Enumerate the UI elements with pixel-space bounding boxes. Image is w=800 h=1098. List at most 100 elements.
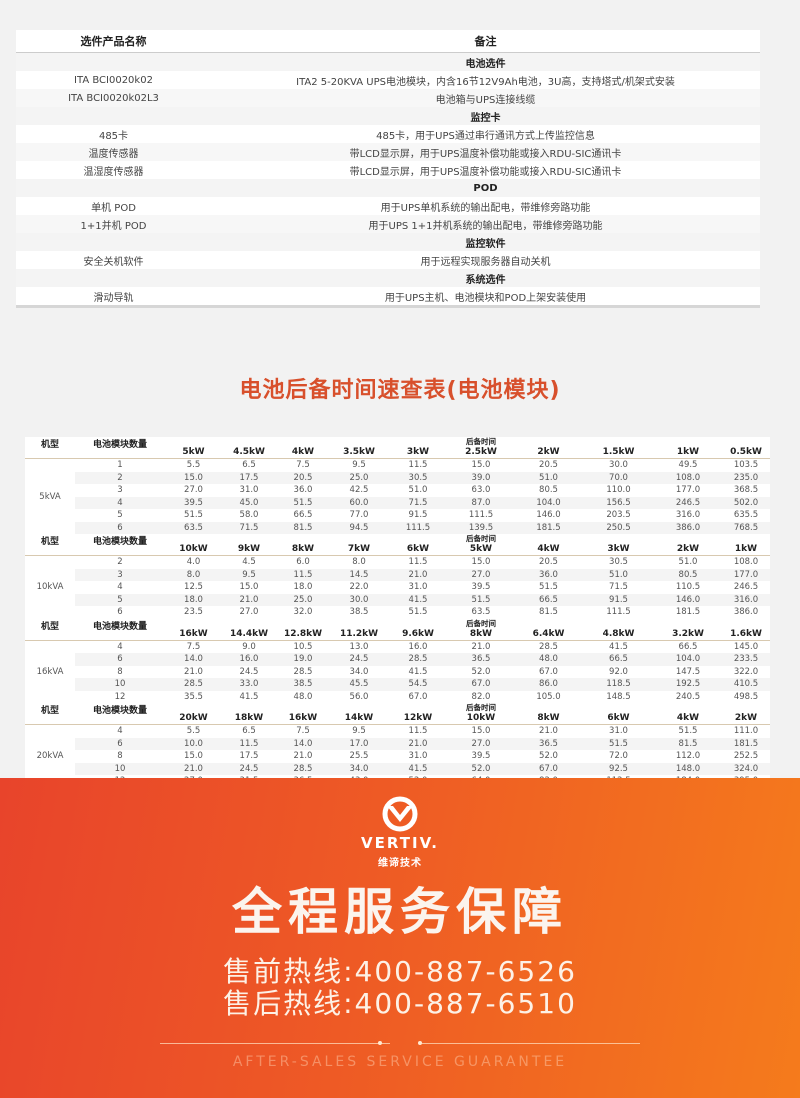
- backup-minutes: 19.0: [276, 653, 330, 666]
- load-label: 1.5kW: [602, 447, 635, 457]
- load-label: 20kW: [179, 713, 208, 723]
- backup-minutes: 36.0: [276, 484, 330, 497]
- backup-minutes: 71.5: [222, 521, 276, 534]
- load-label: 6kW: [607, 713, 630, 723]
- load-label: 8kW: [469, 628, 493, 639]
- table-row: 6 23.5 27.0 32.0 38.5 51.5 63.5 81.5 111.5 181.5 3…: [25, 606, 770, 619]
- load-header: 1.6kW: [722, 618, 770, 641]
- backup-minutes: 28.5: [388, 653, 448, 666]
- backup-minutes: 111.5: [448, 509, 514, 522]
- backup-minutes: 147.5: [654, 665, 722, 678]
- load-label: 3.5kW: [343, 447, 375, 457]
- table-row: 2 15.0 17.5 20.5 25.0 30.5 39.0 51.0 70.0 108.0 23…: [25, 471, 770, 484]
- backup-minutes: 324.0: [722, 762, 770, 775]
- backup-minutes: 67.0: [514, 762, 583, 775]
- load-header: 9kW: [222, 534, 276, 556]
- module-count: 6: [75, 653, 165, 666]
- group-label: 电池选件: [211, 52, 760, 71]
- modules-label: 电池模块数量: [75, 618, 165, 641]
- backup-minutes: 235.0: [722, 471, 770, 484]
- backup-minutes: 52.0: [514, 750, 583, 763]
- backup-minutes: 177.0: [654, 484, 722, 497]
- load-header: 12.8kW: [276, 618, 330, 641]
- backup-minutes: 18.0: [276, 581, 330, 594]
- backup-minutes: 17.5: [222, 471, 276, 484]
- backup-minutes: 111.0: [722, 724, 770, 738]
- backup-minutes: 17.5: [222, 750, 276, 763]
- backup-minutes: 15.0: [165, 750, 222, 763]
- backup-minutes: 94.5: [330, 521, 388, 534]
- backup-minutes: 66.5: [583, 653, 654, 666]
- backup-minutes: 11.5: [388, 724, 448, 738]
- backup-minutes: 5.5: [165, 458, 222, 472]
- backup-minutes: 70.0: [583, 471, 654, 484]
- table-row: 滑动导轨 用于UPS主机、电池模块和POD上架安装使用: [16, 287, 760, 307]
- backup-minutes: 41.5: [388, 762, 448, 775]
- backup-minutes: 60.0: [330, 496, 388, 509]
- backup-minutes: 24.5: [222, 665, 276, 678]
- backup-minutes: 91.5: [583, 593, 654, 606]
- load-header: 4.5kW: [222, 437, 276, 459]
- backup-minutes: 635.5: [722, 509, 770, 522]
- backup-minutes: 51.5: [165, 509, 222, 522]
- module-count: 5: [75, 593, 165, 606]
- backup-minutes: 31.0: [222, 484, 276, 497]
- backup-minutes: 250.5: [583, 521, 654, 534]
- backup-minutes: 118.5: [583, 678, 654, 691]
- backup-minutes: 12.5: [165, 581, 222, 594]
- load-header: 1kW: [722, 534, 770, 556]
- load-header: 3kW: [388, 437, 448, 459]
- load-label: 0.5kW: [730, 447, 762, 457]
- load-header: 7kW: [330, 534, 388, 556]
- model-label: 机型: [25, 703, 75, 725]
- load-header: 16kW: [165, 618, 222, 641]
- module-count: 10: [75, 762, 165, 775]
- module-count: 4: [75, 496, 165, 509]
- backup-minutes: 24.5: [222, 762, 276, 775]
- module-count: 6: [75, 521, 165, 534]
- backup-minutes: 33.0: [222, 678, 276, 691]
- backup-minutes: 22.0: [330, 581, 388, 594]
- load-header: 3.5kW: [330, 437, 388, 459]
- backup-minutes: 108.0: [722, 555, 770, 569]
- backup-minutes: 8.0: [330, 555, 388, 569]
- slogan: 全程服务保障: [232, 883, 568, 941]
- table-row: 3 8.0 9.5 11.5 14.5 21.0 27.0 36.0 51.0 80.5 177.0: [25, 568, 770, 581]
- backup-minutes: 49.5: [654, 458, 722, 472]
- load-label: 2kW: [537, 447, 560, 457]
- brand-name-cn: 维谛技术: [378, 858, 422, 869]
- backup-minutes: 21.0: [514, 724, 583, 738]
- modules-label: 电池模块数量: [75, 703, 165, 725]
- load-label: 8kW: [537, 713, 560, 723]
- battery-table-title: 电池后备时间速查表(电池模块): [239, 378, 561, 403]
- backup-minutes: 410.5: [722, 678, 770, 691]
- backup-minutes: 31.0: [583, 724, 654, 738]
- backup-minutes: 51.0: [654, 555, 722, 569]
- backup-minutes: 9.0: [222, 640, 276, 653]
- load-label: 16kW: [179, 628, 208, 639]
- table-row: 10 28.5 33.0 38.5 45.5 54.5 67.0 86.0 118.5 192.5…: [25, 678, 770, 691]
- table-row: 10kVA 2 4.0 4.5 6.0 8.0 11.5 15.0 20.5 30.5 51.0 10…: [25, 555, 770, 619]
- backup-minutes: 20.5: [514, 458, 583, 472]
- battery-backup-table: 机型 电池模块数量 5kW 4.5kW 4kW 3.5kW 3kW 后备时间 2.5kW 2kW 1…: [25, 437, 770, 788]
- product-name: 滑动导轨: [16, 287, 211, 307]
- backup-minutes: 39.5: [448, 581, 514, 594]
- backup-minutes: 110.5: [654, 581, 722, 594]
- backup-minutes: 18.0: [165, 593, 222, 606]
- group-label: 监控软件: [211, 233, 760, 251]
- backup-minutes: 36.5: [448, 653, 514, 666]
- backup-minutes: 10.0: [165, 737, 222, 750]
- load-label: 2kW: [734, 713, 758, 723]
- table-row: 6 10.0 11.5 14.0 17.0 21.0 27.0 36.5 51.5 81.5 181…: [25, 737, 770, 750]
- backup-minutes: 21.0: [388, 568, 448, 581]
- divider-dot: [378, 1041, 382, 1045]
- load-header: 1.5kW: [583, 437, 654, 459]
- group-row: 系统选件: [16, 269, 760, 287]
- options-table-header: 选件产品名称 备注: [16, 30, 760, 53]
- load-header: 1kW: [654, 437, 722, 459]
- backup-minutes: 36.5: [514, 737, 583, 750]
- load-label: 4.8kW: [602, 628, 635, 639]
- product-name: ITA BCI0020k02: [16, 71, 211, 89]
- module-count: 6: [75, 606, 165, 619]
- presale-hotline: 售前热线:400-887-6526: [223, 955, 577, 988]
